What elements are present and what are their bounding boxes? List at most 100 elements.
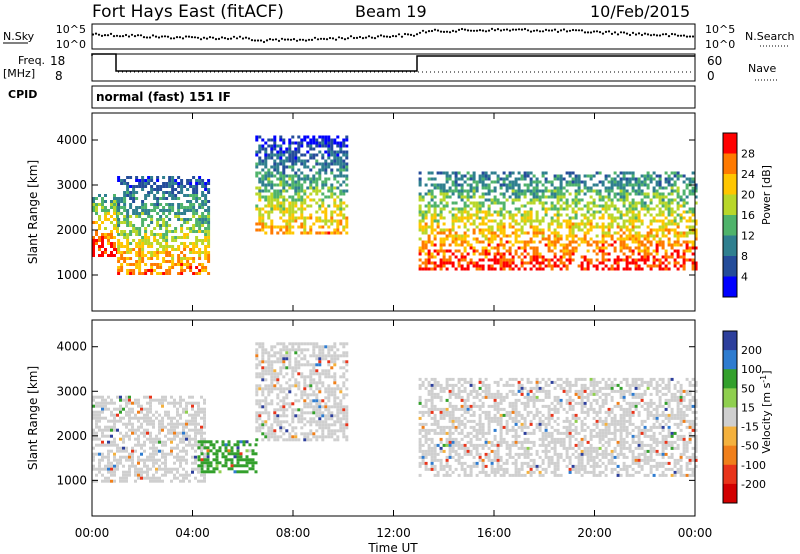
heatmap-cell	[535, 186, 539, 190]
heatmap-cell	[336, 159, 340, 163]
heatmap-cell	[273, 432, 277, 436]
heatmap-cell	[279, 201, 283, 205]
colorbar-segment	[723, 235, 737, 257]
heatmap-cell	[282, 186, 286, 190]
heatmap-cell	[418, 228, 422, 232]
heatmap-cell	[424, 377, 428, 381]
heatmap-cell	[294, 393, 298, 397]
heatmap-cell	[131, 461, 134, 465]
heatmap-cell	[230, 467, 234, 471]
heatmap-cell	[144, 269, 148, 272]
heatmap-cell	[174, 179, 178, 182]
heatmap-cell	[637, 216, 641, 220]
heatmap-cell	[514, 219, 518, 223]
heatmap-cell	[514, 177, 518, 181]
heatmap-cell	[448, 443, 452, 447]
heatmap-cell	[571, 234, 575, 238]
heatmap-cell	[610, 216, 614, 220]
heatmap-cell	[601, 204, 605, 208]
heatmap-cell	[288, 207, 292, 211]
heatmap-cell	[104, 200, 107, 203]
heatmap-cell	[156, 224, 160, 227]
heatmap-cell	[258, 372, 262, 376]
heatmap-cell	[128, 473, 131, 477]
heatmap-cell	[505, 234, 509, 238]
heatmap-cell	[177, 272, 181, 275]
heatmap-cell	[625, 243, 629, 247]
heatmap-cell	[418, 198, 422, 202]
heatmap-cell	[514, 231, 518, 235]
heatmap-cell	[306, 360, 310, 364]
heatmap-cell	[171, 239, 175, 242]
heatmap-cell	[433, 264, 437, 268]
heatmap-cell	[125, 425, 128, 429]
heatmap-cell	[667, 237, 671, 241]
heatmap-cell	[610, 177, 614, 181]
heatmap-cell	[655, 180, 659, 184]
heatmap-cell	[565, 264, 569, 268]
heatmap-cell	[490, 240, 494, 244]
heatmap-cell	[147, 224, 151, 227]
heatmap-cell	[279, 210, 283, 214]
heatmap-cell	[291, 186, 295, 190]
heatmap-cell	[261, 420, 265, 424]
heatmap-cell	[526, 252, 530, 256]
heatmap-cell	[200, 443, 204, 447]
heatmap-cell	[625, 258, 629, 262]
heatmap-cell	[664, 216, 668, 220]
heatmap-cell	[628, 231, 632, 235]
noise-point	[175, 36, 179, 39]
heatmap-cell	[592, 183, 596, 187]
heatmap-cell	[171, 254, 175, 257]
heatmap-cell	[538, 267, 542, 271]
heatmap-cell	[439, 228, 443, 232]
heatmap-cell	[159, 215, 163, 218]
freq-left-label-2: [MHz]	[3, 67, 35, 80]
heatmap-cell	[433, 455, 437, 459]
heatmap-cell	[532, 246, 536, 250]
heatmap-cell	[553, 189, 557, 193]
heatmap-cell	[691, 213, 695, 217]
heatmap-cell	[541, 207, 545, 211]
heatmap-cell	[424, 464, 428, 468]
heatmap-cell	[168, 251, 172, 254]
heatmap-cell	[694, 264, 698, 268]
heatmap-cell	[155, 452, 158, 456]
heatmap-cell	[622, 213, 626, 217]
heatmap-cell	[330, 219, 334, 223]
heatmap-cell	[168, 176, 172, 179]
heatmap-cell	[667, 198, 671, 202]
heatmap-cell	[165, 242, 169, 245]
heatmap-cell	[345, 360, 349, 364]
heatmap-cell	[526, 231, 530, 235]
heatmap-cell	[303, 402, 307, 406]
heatmap-cell	[276, 225, 280, 229]
heatmap-cell	[339, 405, 343, 409]
heatmap-cell	[261, 228, 265, 232]
heatmap-cell	[577, 264, 581, 268]
heatmap-cell	[279, 348, 283, 352]
heatmap-cell	[117, 224, 121, 227]
heatmap-cell	[595, 243, 599, 247]
heatmap-cell	[312, 417, 316, 421]
heatmap-cell	[502, 177, 506, 181]
heatmap-cell	[568, 228, 572, 232]
heatmap-cell	[270, 210, 274, 214]
heatmap-cell	[496, 228, 500, 232]
heatmap-cell	[131, 464, 134, 468]
heatmap-cell	[619, 240, 623, 244]
heatmap-cell	[119, 449, 122, 453]
heatmap-cell	[454, 189, 458, 193]
heatmap-cell	[664, 225, 668, 229]
heatmap-cell	[336, 411, 340, 415]
heatmap-cell	[502, 183, 506, 187]
noise-point	[151, 34, 155, 37]
heatmap-cell	[463, 189, 467, 193]
heatmap-cell	[255, 153, 259, 157]
heatmap-cell	[201, 263, 205, 266]
heatmap-cell	[427, 446, 431, 450]
heatmap-cell	[258, 180, 262, 184]
heatmap-cell	[487, 237, 491, 241]
heatmap-cell	[306, 342, 310, 346]
heatmap-cell	[258, 384, 262, 388]
